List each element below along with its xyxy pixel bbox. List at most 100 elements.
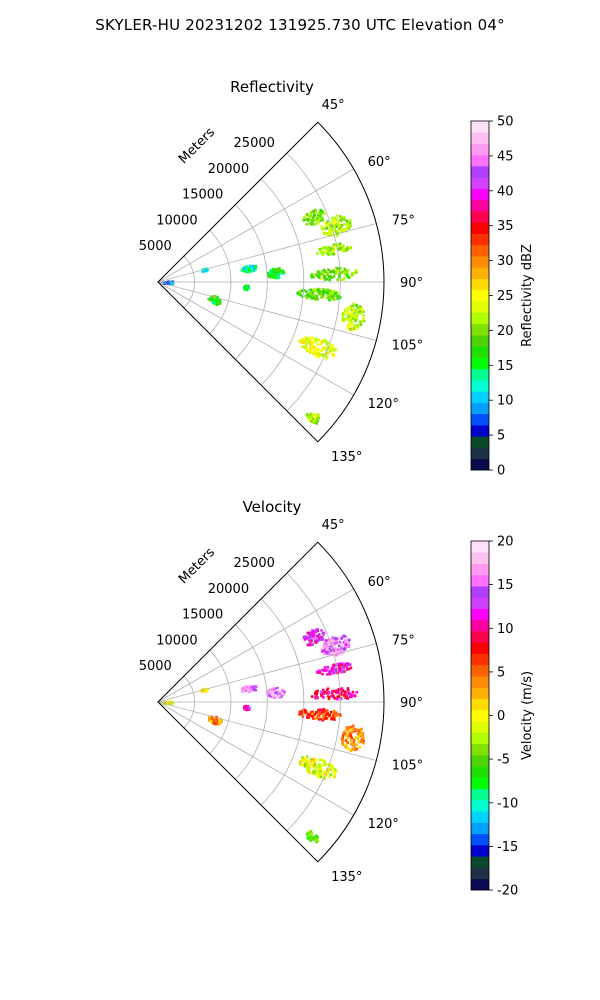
colorbar-segment [471, 368, 489, 381]
echo-gate [329, 226, 332, 230]
echo-gate [311, 220, 314, 224]
echo-gate [311, 643, 314, 646]
echo-gate [317, 219, 320, 223]
echo-gate [213, 718, 216, 722]
echo-gate [322, 714, 325, 717]
colorbar-segment [471, 754, 489, 767]
colorbar-segment [471, 698, 489, 711]
echo-gate [327, 696, 331, 699]
echo-gate [328, 713, 331, 717]
echo-gate [210, 720, 213, 723]
echo-gate [328, 775, 331, 779]
echo-gate [342, 634, 345, 638]
echo-gate [347, 688, 350, 692]
echo-gate [313, 213, 316, 216]
echo-gate [243, 270, 246, 273]
echo-gate [303, 638, 307, 641]
echo-gate [355, 743, 358, 746]
panel-title: Reflectivity [230, 78, 314, 96]
echo-gate [350, 743, 353, 746]
echo-gate [330, 639, 334, 643]
echo-gate [316, 339, 319, 342]
echo-gate [338, 227, 341, 231]
echo-gate [306, 762, 310, 766]
echo-gate [338, 666, 341, 669]
echo-gate [252, 268, 256, 271]
echo-gate [305, 755, 309, 759]
echo-gate [329, 292, 332, 296]
echo-gate [309, 288, 313, 292]
echo-gate [327, 643, 331, 646]
echo-gate [325, 271, 329, 275]
echo-gate [307, 764, 311, 767]
echo-gate [362, 741, 365, 745]
echo-gate [341, 742, 344, 745]
echo-gate [219, 301, 222, 304]
echo-gate [335, 225, 338, 228]
echo-gate [243, 286, 247, 290]
colorbar-segment [471, 619, 489, 632]
colorbar-segment [471, 822, 489, 835]
echo-gate [354, 313, 357, 317]
echo-gate [320, 349, 323, 352]
echo-gate [321, 688, 325, 692]
colorbar-segment [471, 222, 489, 234]
colorbar-segment [471, 323, 489, 336]
echo-gate [314, 640, 318, 644]
echo-gate [278, 694, 281, 697]
echo-gate [321, 690, 324, 694]
echo-gate [210, 299, 213, 302]
echo-gate [343, 223, 346, 226]
echo-gate [248, 707, 251, 710]
echo-gate [334, 222, 338, 226]
echo-gate [336, 220, 340, 224]
echo-gate [310, 695, 314, 698]
echo-gate [347, 315, 351, 319]
echo-gate [303, 216, 306, 219]
colorbar-tick-label: 25 [497, 289, 514, 304]
echo-gate [345, 274, 349, 278]
echo-gate [302, 764, 305, 767]
colorbar-segment [471, 413, 489, 426]
colorbar-segment [471, 166, 489, 178]
echo-gate [336, 278, 340, 281]
echo-gate [310, 832, 313, 836]
echo-gate [315, 215, 319, 219]
radial-gridline [157, 588, 354, 703]
echo-gate [323, 666, 327, 669]
echo-gate [342, 249, 345, 253]
echo-gate [311, 763, 314, 767]
echo-gate [307, 294, 311, 298]
echo-gate [339, 230, 342, 234]
echo-gate [324, 763, 327, 766]
colorbar-segment [471, 256, 489, 268]
echo-gate [359, 323, 363, 326]
echo-gate [215, 303, 219, 307]
echo-gate [311, 710, 314, 713]
colorbar-tick-label: -5 [497, 753, 510, 768]
echo-gate [307, 215, 310, 218]
echo-gate [254, 265, 257, 269]
echo-gate [351, 725, 354, 728]
echo-gate [332, 248, 336, 251]
colorbar-segment [471, 631, 489, 643]
echo-gate [350, 315, 354, 318]
echo-gate [346, 697, 349, 700]
colorbar: 0 5 10 15 20 25 30 35 40 45 50 Reflectivity dBZ [470, 115, 535, 479]
r-tick-label: 5000 [139, 659, 172, 674]
echo-gate [314, 696, 317, 700]
echo-gate [341, 664, 345, 668]
range-arc [209, 230, 232, 334]
colorbar-segment [471, 586, 489, 598]
echo-gate [328, 350, 332, 353]
echo-gate [342, 272, 346, 275]
echo-gate [331, 666, 335, 670]
colorbar-segment [471, 597, 489, 609]
echo-gate [302, 635, 306, 639]
echo-gate [248, 686, 251, 690]
echo-gate [331, 234, 335, 238]
echo-gate [276, 267, 279, 271]
echo-gate [310, 420, 313, 423]
theta-tick-label: 120° [368, 397, 399, 412]
echo-gate [346, 741, 349, 744]
